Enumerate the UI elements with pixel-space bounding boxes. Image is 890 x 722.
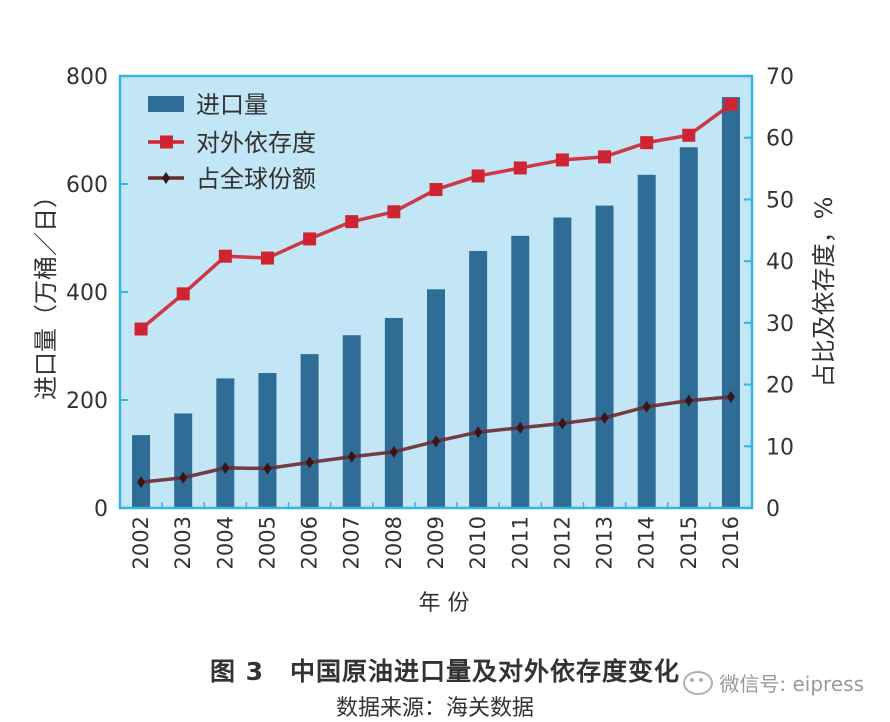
- axes: 0 200 400 600 800 0 10 20 30 40 50 60 70 2002 2003 2004…: [32, 65, 838, 616]
- dependency-point-2007: [345, 215, 359, 229]
- y2-tick-label: 30: [766, 312, 794, 337]
- x-axis-title: 年 份: [419, 591, 470, 616]
- y2-tick-label: 50: [766, 188, 794, 213]
- dependency-point-2008: [387, 205, 401, 219]
- share-point-2006: [305, 456, 314, 469]
- legend-swatch-import-volume: [148, 96, 184, 112]
- x-tick-label: 2014: [635, 516, 659, 569]
- y-tick-label: 0: [94, 497, 108, 522]
- x-tick-label: 2004: [213, 516, 237, 569]
- dependency-point-2013: [598, 150, 612, 164]
- share-point-2008: [389, 445, 398, 458]
- legend-label-share: 占全球份额: [196, 165, 316, 193]
- x-tick-label: 2008: [382, 516, 406, 569]
- x-tick-label: 2010: [466, 516, 490, 569]
- share-point-2005: [263, 462, 272, 475]
- line-series: [134, 97, 738, 489]
- x-tick-label: 2007: [340, 516, 364, 569]
- chart: 0 200 400 600 800 0 10 20 30 40 50 60 70 2002 2003 2004…: [32, 65, 838, 616]
- dependency-point-2004: [218, 249, 232, 263]
- share-point-2014: [642, 400, 651, 413]
- bar-2006: [300, 354, 319, 508]
- bar-2016: [721, 97, 740, 508]
- share-point-2016: [726, 390, 735, 403]
- bar-2004: [216, 378, 235, 508]
- dependency-point-2003: [176, 287, 190, 301]
- x-tick-label: 2015: [677, 516, 701, 569]
- legend-label-dependency: 对外依存度: [196, 129, 316, 157]
- y-tick-label: 600: [66, 173, 108, 198]
- bar-2013: [595, 205, 614, 508]
- bar-2002: [132, 435, 151, 508]
- bar-2005: [258, 373, 277, 508]
- bar-2003: [174, 413, 193, 508]
- x-tick-label: 2013: [593, 516, 617, 569]
- dependency-point-2014: [640, 136, 654, 150]
- bar-2010: [469, 250, 488, 508]
- bar-2009: [427, 289, 445, 508]
- y-tick-label: 800: [66, 65, 108, 90]
- dependency-point-2016: [724, 97, 738, 111]
- share-point-2002: [137, 476, 146, 489]
- x-tick-label: 2002: [129, 516, 153, 569]
- share-point-2015: [684, 394, 693, 407]
- x-tick-label: 2005: [255, 516, 279, 569]
- bar-2011: [511, 235, 530, 508]
- bar-2014: [637, 174, 656, 508]
- x-tick-label: 2011: [508, 516, 532, 569]
- dependency-point-2006: [303, 232, 317, 246]
- watermark-text: 微信号: eipress: [719, 672, 864, 696]
- dependency-point-2010: [471, 169, 485, 183]
- wechat-icon: [683, 670, 714, 695]
- watermark: 微信号: eipress: [683, 668, 864, 697]
- dependency-point-2012: [555, 153, 569, 167]
- dependency-point-2011: [513, 161, 527, 175]
- share-point-2012: [558, 417, 567, 430]
- y2-tick-label: 0: [766, 497, 780, 522]
- bar-2007: [342, 335, 361, 508]
- dependency-point-2005: [260, 251, 274, 265]
- y2-tick-label: 70: [766, 65, 794, 90]
- x-tick-label: 2006: [298, 516, 322, 569]
- x-tick-label: 2012: [550, 516, 574, 569]
- y2-tick-label: 10: [766, 435, 794, 460]
- share-point-2009: [432, 435, 440, 448]
- y2-tick-label: 20: [766, 374, 794, 399]
- y-tick-label: 200: [66, 389, 108, 414]
- share-point-2003: [179, 471, 188, 484]
- legend-marker-share: [162, 172, 170, 184]
- legend-marker-dependency: [160, 135, 173, 149]
- y-axis-title: 进口量（万桶／日）: [32, 184, 60, 400]
- share-point-2010: [474, 426, 483, 439]
- y2-axis-title: 占比及依存度，%: [810, 197, 838, 388]
- share-point-2011: [516, 421, 525, 434]
- legend-label-import-volume: 进口量: [196, 91, 268, 119]
- figure-caption: 图 3 中国原油进口量及对外依存度变化: [209, 657, 681, 686]
- x-tick-label: 2016: [719, 516, 743, 569]
- share-point-2004: [221, 461, 230, 474]
- y2-tick-label: 60: [766, 127, 794, 152]
- share-point-2007: [347, 450, 356, 463]
- share-point-2013: [600, 411, 609, 424]
- dependency-point-2002: [134, 322, 148, 336]
- x-tick-label: 2009: [424, 516, 448, 569]
- data-source-note: 数据来源：海关数据: [335, 696, 534, 721]
- bar-2012: [553, 217, 572, 509]
- y2-tick-label: 40: [766, 250, 794, 275]
- bar-2015: [679, 147, 698, 508]
- y-tick-label: 400: [66, 281, 108, 306]
- dependency-point-2015: [682, 128, 696, 142]
- x-tick-label: 2003: [171, 516, 195, 569]
- bar-series-import-volume: [132, 97, 740, 509]
- dependency-point-2009: [429, 183, 443, 197]
- bar-2008: [384, 317, 403, 508]
